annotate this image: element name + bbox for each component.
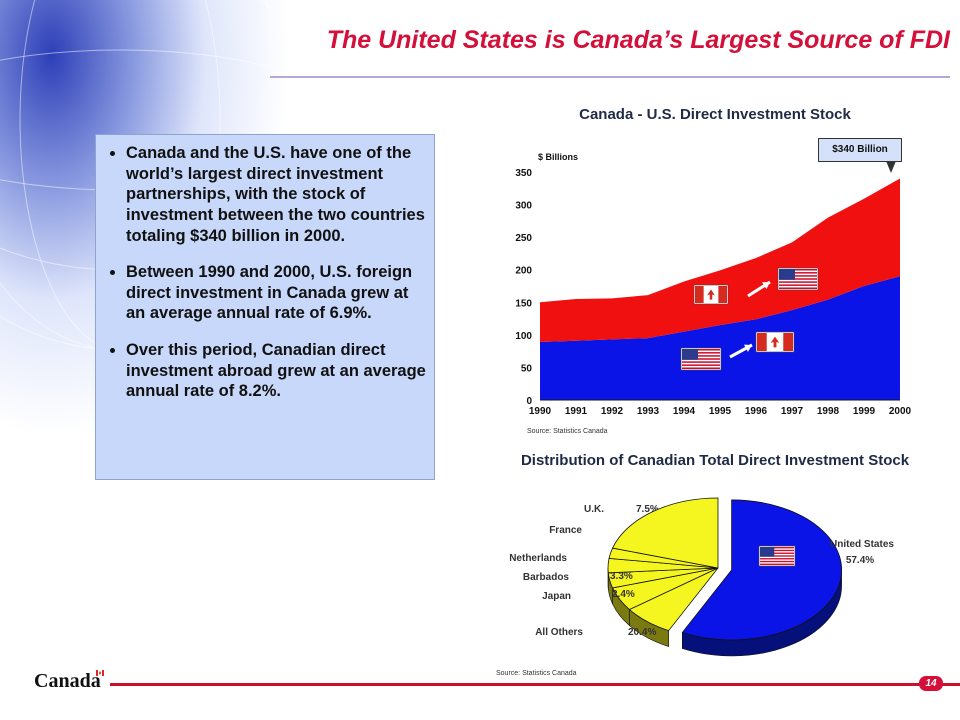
footer-divider <box>110 683 960 686</box>
total-callout: $340 Billion <box>818 138 902 162</box>
canada-flag-icon <box>96 670 104 676</box>
bullet-item: Canada and the U.S. have one of the worl… <box>126 143 426 246</box>
pie-source-note: Source: Statistics Canada <box>496 670 577 677</box>
canada-wordmark: Canada <box>34 670 101 692</box>
bullet-panel: Canada and the U.S. have one of the worl… <box>95 134 435 480</box>
pie-chart-title: Distribution of Canadian Total Direct In… <box>520 452 910 469</box>
bullet-item: Over this period, Canadian direct invest… <box>126 340 426 402</box>
bullet-item: Between 1990 and 2000, U.S. foreign dire… <box>126 262 426 324</box>
callout-pointer <box>886 161 896 173</box>
area-chart-title: Canada - U.S. Direct Investment Stock <box>579 106 851 123</box>
title-divider <box>270 76 950 78</box>
area-source-note: Source: Statistics Canada <box>527 428 608 435</box>
page-number-badge: 14 <box>919 676 943 691</box>
bullet-list: Canada and the U.S. have one of the worl… <box>104 143 426 402</box>
slide-title: The United States is Canada’s Largest So… <box>326 26 950 54</box>
